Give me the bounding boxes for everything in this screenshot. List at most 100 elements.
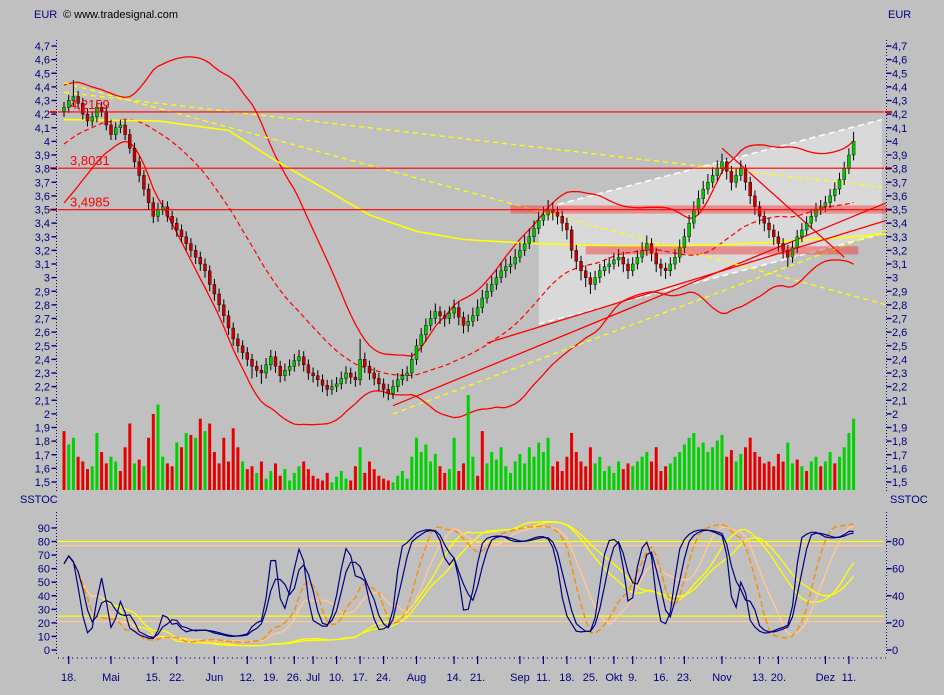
volume-bar: [541, 452, 545, 490]
candle-body: [518, 250, 522, 258]
price-tick-label: 4: [892, 136, 898, 148]
volume-bar: [490, 452, 494, 490]
candle-body: [349, 372, 353, 378]
price-tick-label: 4,4: [35, 82, 50, 94]
candle-body: [146, 188, 151, 203]
stochastic-tick-label: 80: [38, 537, 50, 549]
candle-body: [118, 124, 123, 128]
price-tick-label: 1,9: [892, 423, 907, 435]
price-tick-label: 1,7: [892, 450, 907, 462]
volume-bar: [593, 463, 597, 490]
volume-bar: [664, 466, 668, 490]
date-tick-label: 18.: [559, 672, 574, 684]
volume-bar: [687, 437, 691, 490]
candle-body: [668, 263, 672, 272]
price-tick-label: 1,5: [892, 477, 907, 489]
candle-body: [212, 284, 217, 295]
volume-bar: [241, 461, 245, 490]
candle-body: [391, 386, 395, 394]
candle-body: [419, 334, 423, 346]
volume-bar: [480, 431, 484, 490]
volume-bar: [156, 404, 160, 490]
candle-body: [687, 222, 691, 237]
candle-body: [560, 216, 564, 224]
candle-body: [142, 175, 146, 190]
candle-body: [635, 256, 640, 265]
date-tick-label: 24.: [376, 672, 391, 684]
candle-body: [302, 356, 306, 366]
volume-bar: [400, 471, 404, 490]
price-levels-layer: 4,2159 3,8031 3,4985: [50, 97, 892, 255]
date-tick-label: Okt: [605, 672, 622, 684]
price-tick-label: 3,4: [892, 218, 907, 230]
stochastic-line: [63, 529, 854, 639]
price-tick-label: 4,4: [892, 82, 907, 94]
stochastic-tick-label: 60: [38, 564, 50, 576]
volume-bar: [274, 463, 277, 490]
wedge-lower-line: [538, 233, 882, 325]
volume-bar: [165, 463, 169, 490]
volume-bar: [504, 466, 508, 490]
candle-body: [222, 304, 226, 316]
price-tick-label: 2,9: [35, 286, 50, 298]
volume-bar: [485, 463, 489, 490]
volume-bar: [109, 456, 113, 490]
volume-bar: [67, 444, 71, 490]
candle-body: [682, 236, 687, 248]
volume-bar: [673, 456, 677, 490]
candle-body: [541, 214, 546, 221]
candle-body: [790, 247, 795, 258]
candle-body: [273, 356, 278, 367]
price-tick-label: 3,8: [892, 164, 907, 176]
date-tick-label: 13.: [752, 672, 767, 684]
price-tick-label: 4,2: [35, 109, 50, 121]
candle-body: [245, 352, 250, 360]
stochastic-tick-label: 40: [38, 591, 50, 603]
candle-body: [678, 247, 682, 258]
volume-bar: [518, 453, 522, 490]
candle-body: [804, 222, 809, 231]
date-tick-label: 21.: [470, 672, 485, 684]
volume-bar: [259, 461, 263, 490]
volume-bar: [546, 437, 550, 490]
candle-body: [715, 168, 719, 176]
volume-bar: [527, 447, 531, 490]
candle-body: [428, 318, 433, 326]
price-tick-label: 2,6: [892, 327, 907, 339]
date-tick-label: 16.: [653, 672, 668, 684]
volume-bar: [410, 456, 414, 490]
price-tick-label: 2: [44, 409, 50, 421]
date-tick-label: 26.: [287, 672, 302, 684]
volume-bar: [344, 478, 348, 490]
volume-bar: [358, 447, 362, 490]
candle-body: [170, 216, 174, 224]
candle-body: [81, 103, 85, 115]
volume-bar: [786, 442, 790, 490]
volume-bar: [833, 463, 837, 490]
date-tick-label: Jul: [306, 672, 320, 684]
price-tick-label: 3,4: [35, 218, 50, 230]
volume-bar: [682, 444, 686, 490]
candle-body: [842, 168, 846, 180]
candle-body: [504, 266, 508, 272]
price-tick-label: 3,3: [892, 232, 907, 244]
volume-bar: [838, 456, 841, 490]
candle-body: [414, 345, 419, 360]
candle-body: [320, 379, 325, 386]
price-tick-label: 2,4: [892, 354, 907, 366]
candle-body: [753, 195, 757, 207]
candle-body: [372, 372, 376, 379]
price-tick-label: 2,8: [35, 300, 50, 312]
price-tick-label: 1,6: [892, 463, 907, 475]
volume-bar: [349, 480, 353, 490]
volume-bar: [306, 469, 310, 490]
volume-bar: [288, 480, 292, 490]
candle-body: [85, 113, 90, 122]
candle-body: [569, 229, 574, 251]
candle-body: [325, 385, 329, 390]
candle-body: [837, 179, 842, 190]
stochastic-tick-label: 0: [892, 645, 898, 657]
candle-body: [156, 209, 160, 217]
volume-bar: [800, 466, 804, 490]
volume-bar: [758, 456, 762, 490]
